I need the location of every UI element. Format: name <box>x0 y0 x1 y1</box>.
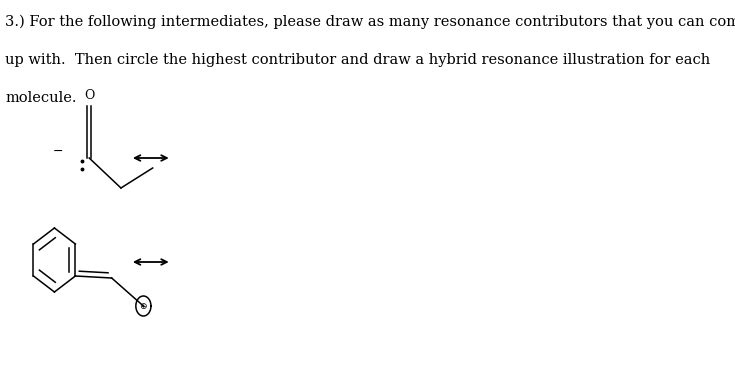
Text: up with.  Then circle the highest contributor and draw a hybrid resonance illust: up with. Then circle the highest contrib… <box>5 53 711 67</box>
Text: O: O <box>84 89 94 102</box>
Text: 3.) For the following intermediates, please draw as many resonance contributors : 3.) For the following intermediates, ple… <box>5 15 735 29</box>
Text: $\oplus$: $\oplus$ <box>139 301 148 311</box>
Text: molecule.: molecule. <box>5 91 76 105</box>
Text: $-$: $-$ <box>52 144 63 157</box>
